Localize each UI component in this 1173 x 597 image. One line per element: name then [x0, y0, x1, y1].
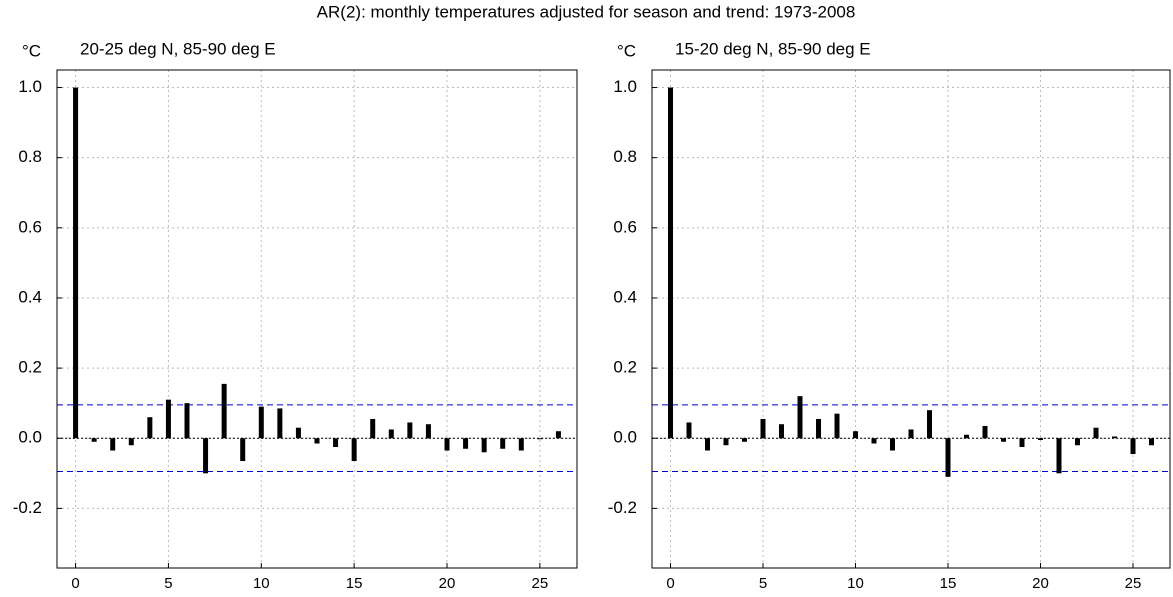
bar: [203, 438, 209, 474]
bar: [314, 438, 320, 444]
bar: [481, 438, 487, 453]
bar: [165, 399, 171, 439]
bar: [853, 431, 858, 439]
bar: [388, 429, 394, 439]
bar: [982, 425, 988, 439]
bar: [370, 418, 376, 439]
y-tick-label: 0.0: [18, 428, 42, 447]
x-tick-label: 15: [346, 575, 363, 592]
plot-frame: [56, 69, 578, 569]
bar: [964, 434, 969, 439]
bar: [537, 438, 543, 440]
bar: [816, 418, 821, 439]
bar: [1019, 438, 1025, 448]
bar: [1038, 438, 1043, 440]
bar: [221, 383, 227, 439]
bar: [73, 87, 79, 439]
unit-label: °C: [617, 41, 636, 60]
bar: [723, 438, 729, 446]
bar: [277, 408, 283, 439]
x-tick-label: 10: [847, 575, 864, 592]
x-tick-label: 15: [940, 575, 957, 592]
bar: [500, 438, 506, 449]
bar: [518, 438, 524, 451]
y-tick-label: 0.8: [18, 147, 42, 166]
bar: [444, 438, 450, 451]
bar: [91, 438, 97, 442]
bar: [890, 438, 895, 451]
bar: [760, 418, 766, 439]
bar: [1075, 438, 1080, 446]
bar: [295, 427, 301, 439]
bar: [834, 413, 840, 439]
y-tick-label: 0.6: [18, 217, 42, 236]
y-tick-label: 0.6: [613, 217, 637, 236]
bar: [1130, 438, 1136, 455]
y-tick-label: 1.0: [613, 77, 637, 96]
y-tick-label: 0.8: [613, 147, 637, 166]
bar: [425, 424, 431, 439]
panel-subtitle: 15-20 deg N, 85-90 deg E: [675, 39, 871, 58]
x-tick-label: 0: [666, 575, 674, 592]
bar: [1112, 436, 1117, 439]
plot-frame: [651, 69, 1171, 569]
x-tick-label: 5: [759, 575, 767, 592]
x-tick-label: 0: [71, 575, 79, 592]
y-tick-label: 0.0: [613, 428, 637, 447]
bar: [351, 438, 357, 462]
bar: [128, 438, 134, 446]
bar: [147, 417, 153, 439]
bar: [184, 403, 190, 439]
y-tick-label: -0.2: [13, 498, 42, 517]
bar: [797, 396, 803, 439]
bar: [908, 429, 914, 439]
unit-label: °C: [22, 41, 41, 60]
bar: [871, 438, 877, 444]
bar: [1001, 438, 1006, 442]
bar: [110, 438, 116, 451]
y-tick-label: 0.4: [613, 287, 637, 306]
x-tick-label: 20: [439, 575, 456, 592]
x-tick-label: 25: [1125, 575, 1142, 592]
bar: [555, 431, 561, 439]
y-tick-label: 1.0: [18, 77, 42, 96]
panel-subtitle: 20-25 deg N, 85-90 deg E: [80, 39, 276, 58]
bar: [1093, 427, 1099, 439]
bar: [463, 438, 469, 449]
x-tick-label: 25: [532, 575, 549, 592]
y-tick-label: -0.2: [608, 498, 637, 517]
bar: [945, 438, 951, 477]
y-tick-label: 0.2: [613, 358, 637, 377]
x-tick-label: 10: [253, 575, 270, 592]
chart-title: AR(2): monthly temperatures adjusted for…: [317, 2, 856, 21]
bar: [742, 438, 747, 442]
bar: [407, 422, 413, 439]
bar: [258, 406, 264, 439]
bar: [333, 438, 339, 448]
bar: [668, 87, 673, 439]
bar: [1149, 438, 1154, 446]
bar: [686, 422, 692, 439]
bar: [705, 438, 710, 451]
x-tick-label: 20: [1032, 575, 1049, 592]
bar: [1056, 438, 1062, 474]
bar: [779, 424, 784, 439]
x-tick-label: 5: [164, 575, 172, 592]
y-tick-label: 0.2: [18, 358, 42, 377]
bar: [240, 438, 246, 462]
y-tick-label: 0.4: [18, 287, 42, 306]
bar: [927, 410, 932, 439]
